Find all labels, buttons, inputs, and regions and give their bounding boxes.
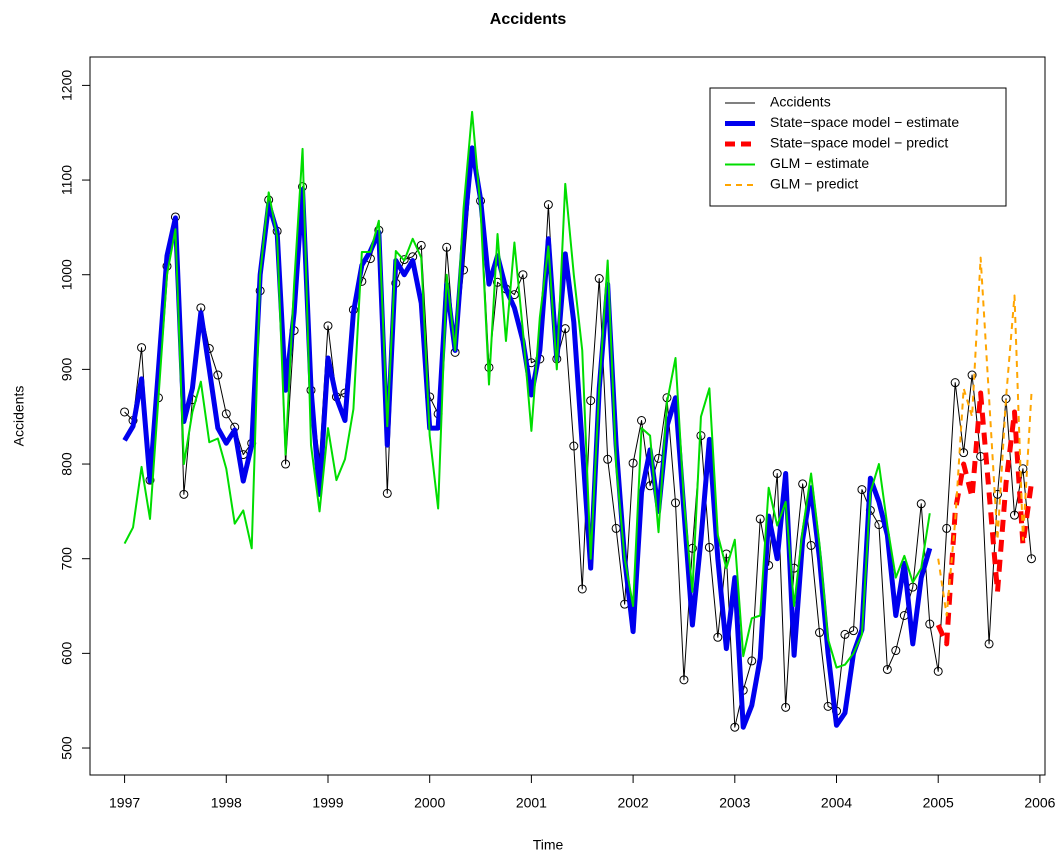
x-tick-label: 2006	[1024, 795, 1055, 811]
data-point	[713, 632, 723, 642]
x-tick-label: 2000	[414, 795, 445, 811]
data-point	[179, 489, 189, 499]
data-point	[1026, 554, 1036, 564]
data-point	[1009, 510, 1019, 520]
legend-label: State−space model − estimate	[770, 114, 959, 130]
data-point	[281, 459, 291, 469]
legend-label: Accidents	[770, 94, 831, 110]
data-point	[221, 409, 231, 419]
data-point	[882, 664, 892, 674]
y-tick-label: 1100	[59, 165, 75, 195]
data-point	[815, 628, 825, 638]
data-point	[1018, 464, 1028, 474]
y-tick-label: 900	[59, 357, 75, 381]
data-point	[840, 629, 850, 639]
data-point	[603, 454, 613, 464]
data-point	[323, 321, 333, 331]
legend-label: State−space model − predict	[770, 135, 948, 151]
data-point	[891, 646, 901, 656]
plot-frame	[89, 56, 1046, 776]
data-point	[781, 702, 791, 712]
x-tick-label: 1997	[109, 795, 140, 811]
data-point	[933, 666, 943, 676]
data-point	[730, 722, 740, 732]
data-point	[543, 200, 553, 210]
legend-box	[709, 87, 1007, 207]
data-point	[518, 270, 528, 280]
x-tick-label: 2002	[618, 795, 649, 811]
x-tick-label: 1998	[211, 795, 242, 811]
data-point	[586, 396, 596, 406]
data-point	[569, 441, 579, 451]
y-tick-label: 500	[59, 736, 75, 760]
x-tick-label: 2001	[516, 795, 547, 811]
y-tick-label: 1000	[59, 259, 75, 290]
data-point	[704, 542, 714, 552]
data-point	[120, 407, 130, 417]
data-point	[772, 469, 782, 479]
data-point	[993, 489, 1003, 499]
y-tick-label: 600	[59, 641, 75, 665]
y-tick-label: 700	[59, 547, 75, 571]
y-axis-label: Accidents	[11, 386, 27, 447]
y-tick-label: 800	[59, 452, 75, 476]
data-point	[950, 378, 960, 388]
legend-label: GLM − predict	[770, 176, 858, 192]
legend-label: GLM − estimate	[770, 155, 869, 171]
data-point	[967, 370, 977, 380]
data-point	[806, 540, 816, 550]
data-point	[399, 255, 409, 265]
data-point	[594, 274, 604, 284]
data-point	[984, 639, 994, 649]
series-line	[937, 256, 1033, 617]
data-point	[857, 485, 867, 495]
data-point	[848, 626, 858, 636]
series-line	[935, 390, 1034, 647]
x-tick-label: 2003	[719, 795, 750, 811]
series-line	[123, 110, 931, 669]
data-point	[916, 499, 926, 509]
data-point	[925, 619, 935, 629]
y-tick-label: 1200	[59, 70, 75, 101]
data-point	[416, 240, 426, 250]
data-point	[382, 488, 392, 498]
x-tick-label: 1999	[312, 795, 343, 811]
data-point	[137, 343, 147, 353]
data-point	[671, 498, 681, 508]
chart-title: Accidents	[490, 11, 567, 28]
x-axis-label: Time	[533, 837, 564, 853]
data-point	[747, 656, 757, 666]
data-point	[628, 458, 638, 468]
data-point	[442, 242, 452, 252]
data-point	[679, 675, 689, 685]
x-tick-label: 2005	[923, 795, 954, 811]
data-point	[942, 523, 952, 533]
data-point	[213, 370, 223, 380]
data-point	[755, 514, 765, 524]
data-point	[577, 584, 587, 594]
data-point	[798, 479, 808, 489]
data-point	[637, 415, 647, 425]
x-tick-label: 2004	[821, 795, 852, 811]
